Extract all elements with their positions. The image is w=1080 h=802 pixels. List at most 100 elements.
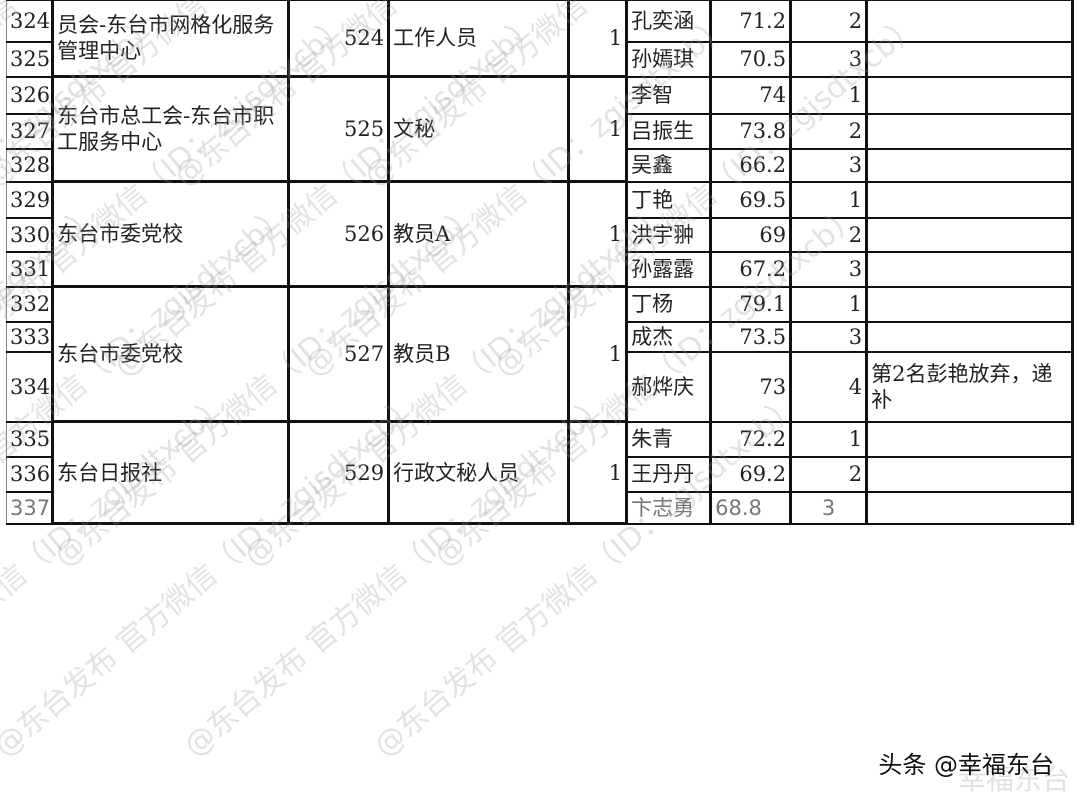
remark — [865, 40, 1075, 78]
position-code: 529 — [287, 420, 391, 525]
score: 73.8 — [709, 112, 793, 150]
score: 68.8 — [709, 490, 793, 525]
score: 70.5 — [709, 40, 793, 78]
faded-source-watermark: 幸福东台 — [957, 763, 1070, 796]
candidate-name: 丁杨 — [625, 285, 713, 323]
row-number: 327 — [5, 112, 55, 150]
candidate-name: 洪宇翀 — [625, 216, 713, 253]
table-row: 332 东台市委党校 527 教员B 1 丁杨 79.1 1 — [5, 285, 1075, 423]
rank: 1 — [789, 180, 869, 219]
hire-count: 1 — [567, 180, 629, 288]
remark — [865, 180, 1075, 219]
table-row: 327 吕振生 73.8 2 — [5, 112, 1075, 150]
position-name: 行政文秘人员 — [387, 420, 571, 525]
remark: 第2名彭艳放弃，递补 — [865, 350, 1075, 423]
remark — [865, 75, 1075, 115]
results-table: 324 员会-东台市网格化服务管理中心 524 工作人员 1 孔奕涵 71.2 2 325 孙嫣琪… — [5, 0, 1075, 525]
candidate-name: 吴鑫 — [625, 147, 713, 183]
candidate-name: 朱青 — [625, 420, 713, 458]
hire-count: 1 — [567, 75, 629, 183]
remark — [865, 216, 1075, 253]
candidate-name: 丁艳 — [625, 180, 713, 219]
score: 69 — [709, 216, 793, 253]
position-name: 教员B — [387, 285, 571, 423]
row-number: 336 — [5, 455, 55, 493]
rank: 1 — [789, 420, 869, 458]
table-row: 331 孙露露 67.2 3 — [5, 250, 1075, 288]
candidate-name: 王丹丹 — [625, 455, 713, 493]
unit-name: 东台市总工会-东台市职工服务中心 — [51, 75, 291, 183]
candidate-name: 郝烨庆 — [625, 350, 713, 423]
row-number: 324 — [5, 0, 55, 43]
position-code: 525 — [287, 75, 391, 183]
score: 73.5 — [709, 320, 793, 353]
position-code: 524 — [287, 0, 391, 78]
hire-count: 1 — [567, 285, 629, 423]
row-number: 326 — [5, 75, 55, 115]
candidate-name: 李智 — [625, 75, 713, 115]
remark — [865, 320, 1075, 353]
table-row: 326 东台市总工会-东台市职工服务中心 525 文秘 1 李智 74 1 — [5, 75, 1075, 183]
remark — [865, 420, 1075, 458]
rank: 3 — [789, 250, 869, 288]
remark — [865, 0, 1075, 43]
row-number: 333 — [5, 320, 55, 353]
rank: 2 — [789, 0, 869, 43]
row-number: 328 — [5, 147, 55, 183]
candidate-name: 孙露露 — [625, 250, 713, 288]
candidate-name: 吕振生 — [625, 112, 713, 150]
rank: 3 — [789, 320, 869, 353]
row-number: 330 — [5, 216, 55, 253]
row-number: 325 — [5, 40, 55, 78]
position-name: 工作人员 — [387, 0, 571, 78]
table-row: 329 东台市委党校 526 教员A 1 丁艳 69.5 1 — [5, 180, 1075, 288]
remark — [865, 490, 1075, 525]
score: 71.2 — [709, 0, 793, 43]
remark — [865, 285, 1075, 323]
score: 69.5 — [709, 180, 793, 219]
remark — [865, 112, 1075, 150]
position-name: 文秘 — [387, 75, 571, 183]
rank: 3 — [789, 40, 869, 78]
score: 67.2 — [709, 250, 793, 288]
rank: 2 — [789, 216, 869, 253]
rank: 3 — [789, 490, 869, 525]
score: 66.2 — [709, 147, 793, 183]
rank: 2 — [789, 112, 869, 150]
score: 73 — [709, 350, 793, 423]
row-number: 329 — [5, 180, 55, 219]
position-code: 526 — [287, 180, 391, 288]
table-row: 325 孙嫣琪 70.5 3 — [5, 40, 1075, 78]
remark — [865, 250, 1075, 288]
candidate-name: 孙嫣琪 — [625, 40, 713, 78]
candidate-name: 卞志勇 — [625, 490, 713, 525]
row-number: 332 — [5, 285, 55, 323]
hire-count: 1 — [567, 0, 629, 78]
row-number: 331 — [5, 250, 55, 288]
table-row: 334 郝烨庆 73 4 第2名彭艳放弃，递补 — [5, 350, 1075, 423]
rank: 4 — [789, 350, 869, 423]
row-number: 337 — [5, 490, 55, 525]
row-number: 334 — [5, 350, 55, 423]
rank: 3 — [789, 147, 869, 183]
table-row: 336 王丹丹 69.2 2 — [5, 455, 1075, 493]
position-name: 教员A — [387, 180, 571, 288]
rank: 1 — [789, 75, 869, 115]
rank: 1 — [789, 285, 869, 323]
unit-name: 员会-东台市网格化服务管理中心 — [51, 0, 291, 78]
rank: 2 — [789, 455, 869, 493]
row-number: 335 — [5, 420, 55, 458]
table-row: 337 卞志勇 68.8 3 — [5, 490, 1075, 525]
remark — [865, 455, 1075, 493]
hire-count: 1 — [567, 420, 629, 525]
table-row: 330 洪宇翀 69 2 — [5, 216, 1075, 253]
score: 79.1 — [709, 285, 793, 323]
candidate-name: 孔奕涵 — [625, 0, 713, 43]
table-row: 333 成杰 73.5 3 — [5, 320, 1075, 353]
score: 74 — [709, 75, 793, 115]
score: 72.2 — [709, 420, 793, 458]
unit-name: 东台市委党校 — [51, 180, 291, 288]
table-row: 328 吴鑫 66.2 3 — [5, 147, 1075, 183]
unit-name: 东台市委党校 — [51, 285, 291, 423]
position-code: 527 — [287, 285, 391, 423]
